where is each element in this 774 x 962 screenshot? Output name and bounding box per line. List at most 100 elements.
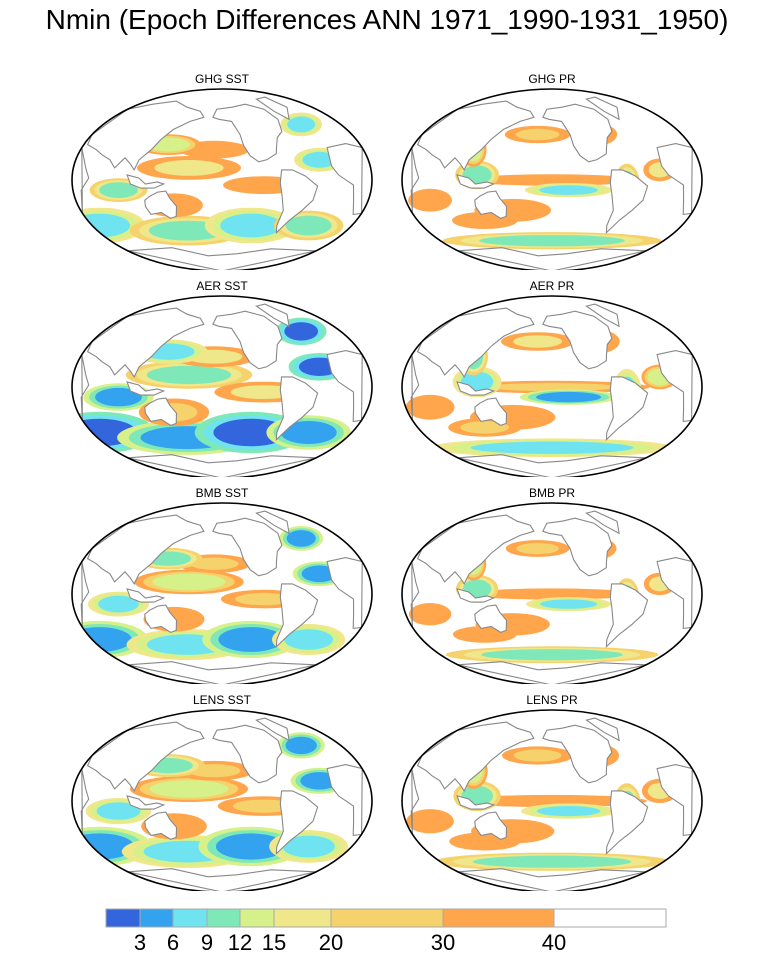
- map-panel: BMB SST: [68, 486, 376, 686]
- colorbar-label: 9: [200, 930, 214, 955]
- colorbar-box: [105, 908, 141, 928]
- coastline: [457, 868, 647, 891]
- panel-title: AER SST: [196, 279, 248, 293]
- contour-region: [488, 797, 616, 805]
- contour-region: [191, 143, 238, 156]
- contour-region: [479, 235, 625, 247]
- coastline: [656, 350, 693, 423]
- panel-title: LENS PR: [526, 693, 578, 707]
- coastline: [126, 381, 166, 396]
- map-panel: GHG PR: [398, 72, 706, 272]
- contour-region: [233, 799, 295, 813]
- map-panel: BMB PR: [398, 486, 706, 686]
- contour-region: [284, 322, 319, 341]
- coastline: [585, 717, 620, 742]
- colorbar-label: 30: [430, 930, 456, 955]
- colorbar-box: [442, 908, 555, 928]
- contour-region: [495, 590, 609, 598]
- coastline: [542, 103, 613, 163]
- map-outline: [401, 709, 703, 891]
- contour-region: [301, 565, 338, 583]
- coastline: [605, 376, 649, 441]
- map: [401, 709, 703, 891]
- colorbar-labels: 3 6 9 12 15 20 30 40: [0, 930, 774, 960]
- contour-region: [149, 780, 229, 798]
- coastline: [326, 143, 363, 216]
- contour-region: [284, 629, 333, 650]
- contour-region: [72, 213, 131, 238]
- coastline: [656, 143, 693, 216]
- contour-region: [96, 802, 141, 820]
- coastline: [456, 795, 496, 810]
- coastline: [127, 454, 317, 477]
- page-title: Nmin (Epoch Differences ANN 1971_1990-19…: [45, 4, 729, 35]
- coastline: [474, 397, 508, 427]
- contour-region: [461, 835, 509, 848]
- coastline: [127, 247, 317, 270]
- coastline: [585, 510, 620, 535]
- coastline: [416, 514, 535, 586]
- contour-region: [215, 833, 286, 860]
- panel-title: GHG SST: [194, 72, 249, 86]
- map-outline: [71, 295, 373, 477]
- contour-region: [95, 387, 142, 407]
- coastline: [144, 604, 178, 634]
- coastline: [255, 717, 290, 742]
- coastline: [212, 103, 283, 163]
- coastline: [127, 661, 317, 684]
- coastline: [275, 376, 319, 441]
- contour-region: [146, 365, 232, 385]
- contour-region: [536, 391, 602, 403]
- contour-region: [286, 530, 316, 547]
- coastline: [416, 100, 535, 172]
- panel-title: BMB SST: [195, 486, 249, 500]
- map-panel: GHG SST: [68, 72, 376, 272]
- coastline: [86, 721, 205, 793]
- contour-region: [414, 813, 446, 830]
- map: [71, 88, 373, 270]
- contour-region: [536, 806, 601, 817]
- contour-region: [220, 213, 282, 238]
- contour-region: [282, 835, 335, 858]
- map: [401, 88, 703, 270]
- coastline: [605, 169, 649, 234]
- colorbar-box: [139, 908, 174, 928]
- contour-region: [285, 215, 332, 236]
- contour-region: [481, 649, 623, 661]
- coastline: [542, 517, 613, 577]
- coastline: [474, 190, 508, 220]
- contour-region: [513, 335, 562, 348]
- coastline: [212, 310, 283, 370]
- contour-region: [540, 599, 597, 609]
- coastline: [255, 96, 290, 121]
- map-panel: AER SST: [68, 279, 376, 479]
- coastline: [86, 514, 205, 586]
- panel-title: AER PR: [529, 279, 575, 293]
- colorbar-label: 6: [166, 930, 180, 955]
- map: [71, 709, 373, 891]
- colorbar-label: 3: [133, 930, 147, 955]
- contour-region: [302, 151, 337, 168]
- contour-region: [513, 749, 562, 762]
- coastline: [456, 588, 496, 603]
- coastline: [457, 247, 647, 270]
- coastline: [416, 721, 535, 793]
- contour-region: [235, 592, 292, 606]
- contour-region: [516, 542, 559, 555]
- contour-region: [152, 573, 226, 591]
- coastline: [86, 100, 205, 172]
- coastline: [585, 96, 620, 121]
- map-panel: AER PR: [398, 279, 706, 479]
- coastline: [474, 811, 508, 841]
- coastline: [542, 310, 613, 370]
- contour-region: [99, 182, 138, 198]
- colorbar-label: 40: [541, 930, 567, 955]
- map-outline: [71, 709, 373, 891]
- panel-title: BMB PR: [528, 486, 575, 500]
- panel-title: GHG PR: [528, 72, 576, 86]
- contour-region: [413, 398, 447, 416]
- colorbar-label: 20: [318, 930, 344, 955]
- contour-region: [154, 160, 224, 176]
- map-panel: LENS SST: [68, 693, 376, 893]
- colorbar-label: 12: [227, 930, 253, 955]
